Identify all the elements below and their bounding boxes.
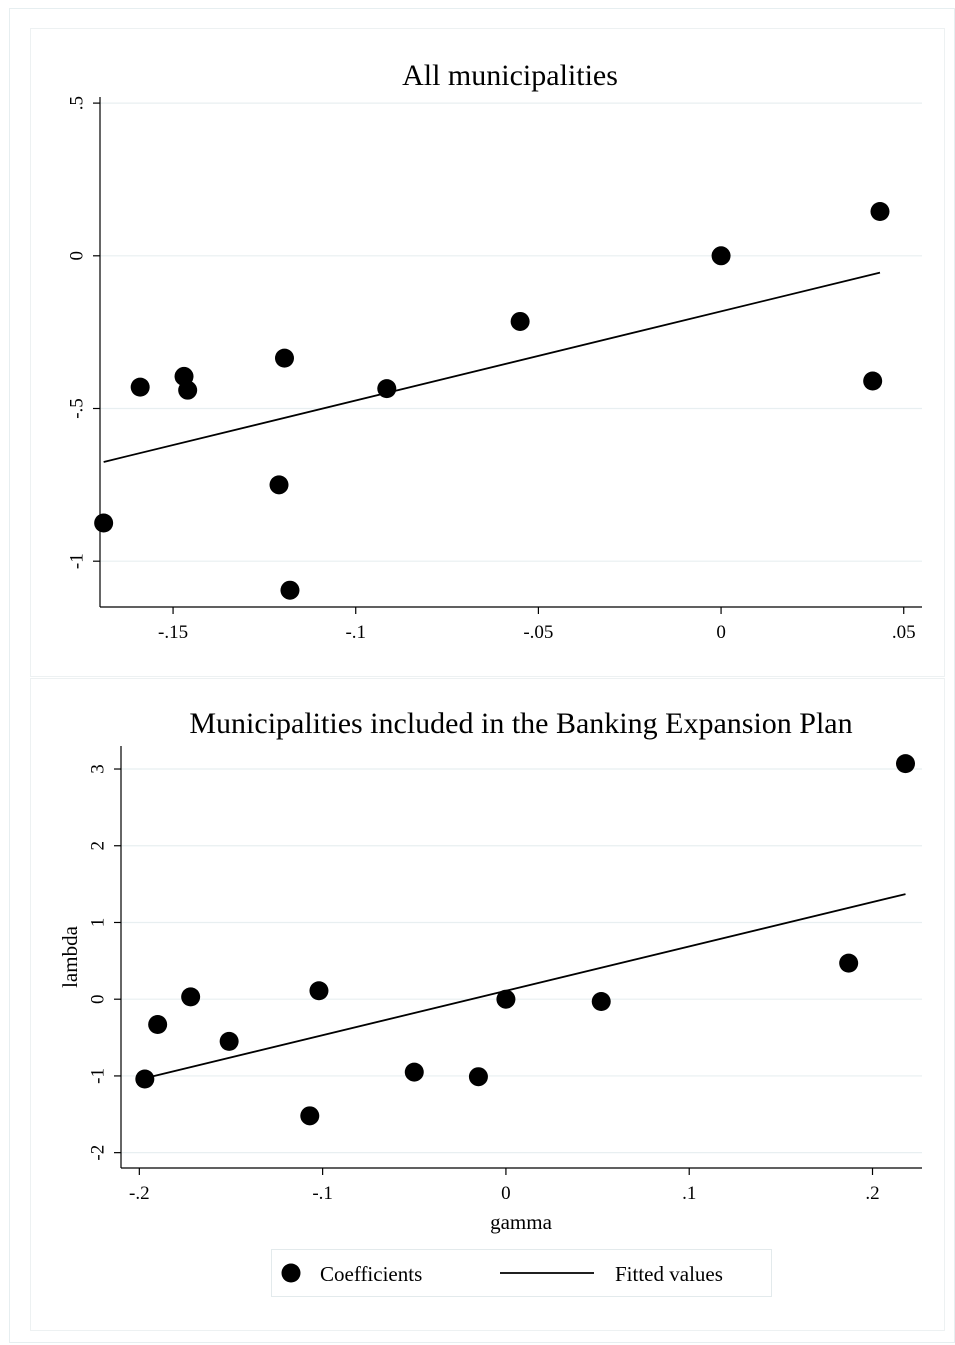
chart-title: Municipalities included in the Banking E… — [189, 707, 852, 740]
coefficient-point — [135, 1069, 155, 1089]
legend-label-fitted-values: Fitted values — [615, 1262, 723, 1286]
y-tick-label: -1 — [87, 1068, 108, 1084]
coefficient-point — [863, 371, 883, 391]
x-tick-label: -.1 — [345, 622, 366, 643]
chart-panel-all-municipalities: All municipalities -1 -.5 0 .5 -.15 -.1 -.05 0.… — [66, 59, 922, 643]
coefficient-point — [496, 989, 516, 1009]
coefficient-point — [181, 987, 201, 1007]
coefficient-point — [591, 992, 611, 1012]
y-tick-label: 1 — [87, 918, 108, 928]
x-tick-label: 0 — [716, 622, 726, 643]
x-tick-label: -.05 — [523, 622, 553, 643]
coefficient-point — [711, 246, 731, 266]
chart-panel-banking-expansion-plan: Municipalities included in the Banking E… — [58, 707, 922, 1234]
fitted-values-line — [144, 893, 906, 1080]
top-panel-frame — [30, 28, 945, 677]
y-tick-label: 0 — [66, 251, 87, 261]
coefficient-point — [148, 1015, 168, 1035]
coefficient-point — [468, 1067, 488, 1087]
x-tick-label: -.1 — [312, 1183, 333, 1204]
legend-label-coefficients: Coefficients — [320, 1262, 422, 1286]
coefficient-point — [377, 379, 397, 399]
coefficient-point — [870, 202, 890, 222]
coefficient-point — [300, 1106, 320, 1126]
legend-marker-coefficients — [281, 1263, 301, 1283]
x-tick-label: 0 — [501, 1183, 511, 1204]
coefficient-point — [896, 754, 916, 774]
coefficient-point — [269, 475, 289, 495]
x-tick-label: -.2 — [129, 1183, 150, 1204]
y-tick-label: 0 — [87, 994, 108, 1004]
coefficient-point — [130, 377, 150, 397]
x-tick-label: .2 — [865, 1183, 879, 1204]
fitted-values-line — [103, 271, 881, 463]
x-axis-label: gamma — [490, 1210, 552, 1234]
y-tick-label: 2 — [87, 841, 108, 851]
coefficient-point — [280, 580, 300, 600]
y-axis-label: lambda — [58, 925, 82, 987]
coefficient-point — [510, 311, 530, 331]
y-tick-label: .5 — [66, 96, 87, 110]
legend: Coefficients Fitted values — [271, 1249, 772, 1297]
coefficient-point — [94, 513, 114, 533]
coefficient-point — [404, 1062, 424, 1082]
chart-title: All municipalities — [402, 59, 618, 92]
bottom-panel-frame — [30, 678, 945, 1331]
y-tick-label: -1 — [66, 553, 87, 569]
coefficient-point — [309, 981, 329, 1001]
coefficient-point — [178, 380, 198, 400]
y-tick-label: -.5 — [66, 398, 87, 419]
coefficient-point — [219, 1031, 239, 1051]
y-tick-label: -2 — [87, 1145, 108, 1161]
x-tick-label: .1 — [682, 1183, 696, 1204]
coefficient-point — [274, 348, 294, 368]
x-tick-label: .05 — [892, 622, 916, 643]
legend-box — [271, 1249, 772, 1297]
x-tick-label: -.15 — [158, 622, 188, 643]
coefficient-point — [839, 953, 859, 973]
y-tick-label: 3 — [87, 764, 108, 774]
